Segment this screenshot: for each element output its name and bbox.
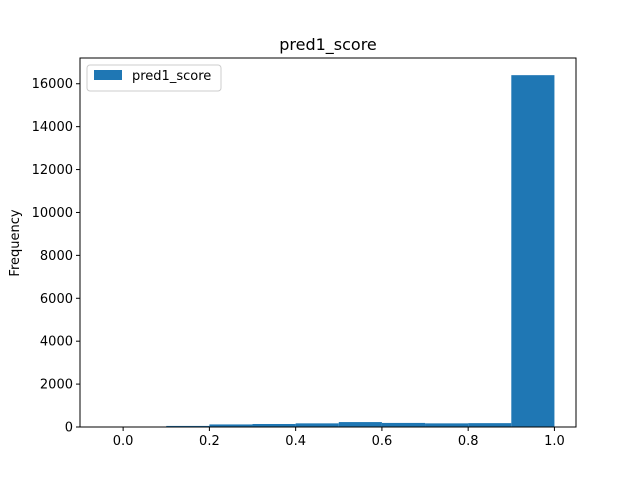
x-tick-label: 0.4 xyxy=(285,434,306,449)
y-tick-label: 16000 xyxy=(32,77,73,92)
histogram-bar xyxy=(511,75,555,428)
legend: pred1_score xyxy=(86,64,222,92)
y-tick-label: 2000 xyxy=(40,378,73,393)
histogram-bar xyxy=(209,424,253,427)
y-axis: 0 2000 4000 6000 8000 10000 12000 14000 16000 xyxy=(32,77,80,436)
y-tick-label: 6000 xyxy=(40,292,73,307)
histogram-bar xyxy=(381,422,426,427)
y-tick-label: 14000 xyxy=(32,120,73,135)
histogram-bar xyxy=(468,423,512,427)
y-tick-label: 0 xyxy=(65,421,73,436)
x-tick-label: 0.2 xyxy=(199,434,220,449)
y-axis-label: Frequency xyxy=(8,209,23,276)
y-tick-label: 8000 xyxy=(40,249,73,264)
x-tick-label: 1.0 xyxy=(544,434,565,449)
legend-swatch xyxy=(94,70,122,80)
histogram-bar xyxy=(425,423,469,427)
y-tick-label: 12000 xyxy=(32,163,73,178)
x-tick-label: 0.0 xyxy=(113,434,134,449)
x-tick-label: 0.8 xyxy=(458,434,479,449)
chart-title: pred1_score xyxy=(279,35,377,55)
histogram-bar xyxy=(338,422,382,427)
x-axis: 0.0 0.2 0.4 0.6 0.8 1.0 xyxy=(113,427,565,449)
histogram-bar xyxy=(295,423,339,427)
x-tick-label: 0.6 xyxy=(372,434,393,449)
histogram-bars xyxy=(166,75,555,428)
histogram-bar xyxy=(166,425,210,427)
legend-label: pred1_score xyxy=(132,69,211,84)
plot-frame xyxy=(79,57,577,428)
y-tick-label: 4000 xyxy=(40,335,73,350)
y-tick-label: 10000 xyxy=(32,206,73,221)
histogram-bar xyxy=(252,423,296,427)
